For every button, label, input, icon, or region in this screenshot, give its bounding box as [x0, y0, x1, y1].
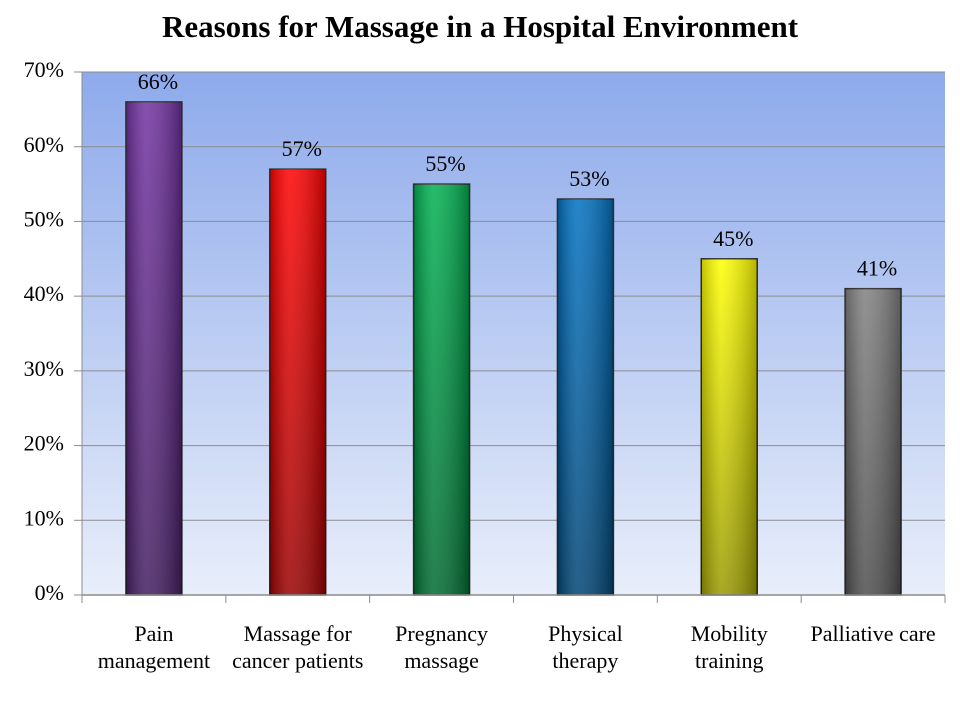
- x-tick-label: Pain management: [97, 621, 211, 673]
- y-tick-label: 60%: [24, 132, 64, 157]
- plot-area: [82, 72, 945, 595]
- bar-gloss: [413, 184, 470, 596]
- y-tick-label: 70%: [24, 57, 64, 82]
- x-tick-label: Massage for cancer patients: [232, 621, 364, 673]
- y-tick-label: 20%: [24, 431, 64, 456]
- y-tick-label: 0%: [35, 580, 64, 605]
- x-tick-label: Mobility training: [690, 621, 768, 673]
- y-tick-label: 40%: [24, 281, 64, 306]
- value-label: 45%: [713, 226, 753, 251]
- value-label: 57%: [282, 136, 322, 161]
- bar-gloss: [557, 199, 614, 595]
- bar-gloss: [845, 288, 902, 595]
- y-tick-label: 50%: [24, 206, 64, 231]
- y-tick-label: 30%: [24, 356, 64, 381]
- value-label: 66%: [138, 69, 178, 94]
- x-tick-label: Physical therapy: [548, 621, 623, 673]
- chart-title: Reasons for Massage in a Hospital Enviro…: [162, 9, 799, 44]
- value-label: 41%: [857, 256, 897, 281]
- bar-gloss: [701, 258, 758, 595]
- y-tick-label: 10%: [24, 505, 64, 530]
- bar-gloss: [125, 101, 182, 595]
- bar-gloss: [269, 169, 326, 595]
- value-label: 55%: [425, 151, 465, 176]
- value-label: 53%: [569, 166, 609, 191]
- x-tick-label: Pregnancy massage: [395, 621, 488, 673]
- x-tick-label: Palliative care: [810, 621, 936, 646]
